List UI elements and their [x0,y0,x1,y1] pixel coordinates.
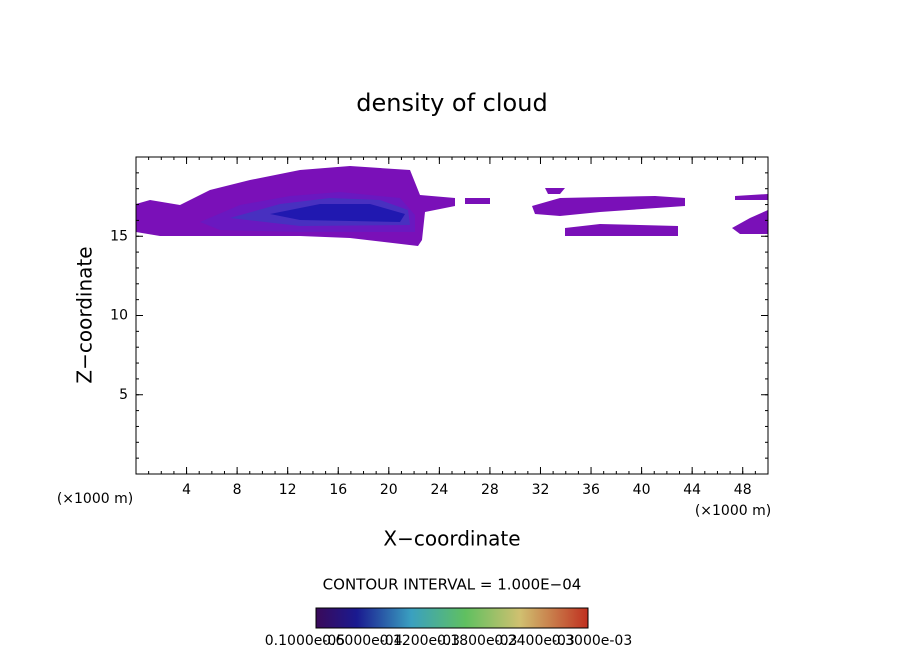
colorbar-label: 0.1000e-05 [265,633,345,649]
x-axis-label: X−coordinate [383,527,520,551]
colorbar-label: 0.2400e-03 [494,633,574,649]
x-tick-label: 12 [279,482,297,498]
x-tick-label: 24 [430,482,448,498]
x-tick-label: 32 [532,482,550,498]
x-tick-label: 28 [481,482,499,498]
x-unit-label: (×1000 m) [57,491,133,507]
chart-title: density of cloud [356,89,547,117]
contour-field [136,166,768,246]
colorbar-label: 0.6000e-04 [322,633,403,649]
x-unit-label: (×1000 m) [695,503,771,519]
x-tick-label: 20 [380,482,398,498]
contour-interval: CONTOUR INTERVAL = 1.000E−04 [323,576,582,594]
y-tick-label: 15 [110,228,128,244]
x-tick-label: 16 [329,482,347,498]
x-tick-label: 36 [582,482,600,498]
x-tick-label: 8 [233,482,242,498]
x-tick-label: 48 [734,482,752,498]
y-tick-label: 10 [110,308,128,324]
x-tick-label: 4 [182,482,191,498]
colorbar-label: 0.3000e-03 [552,633,632,649]
y-tick-label: 5 [119,387,128,403]
x-tick-label: 40 [633,482,651,498]
colorbar-label: 0.1200e-03 [380,633,460,649]
colorbar [315,607,589,629]
y-axis-label: Z−coordinate [73,246,97,383]
x-tick-label: 44 [683,482,701,498]
colorbar-label: 0.1800e-03 [437,633,517,649]
